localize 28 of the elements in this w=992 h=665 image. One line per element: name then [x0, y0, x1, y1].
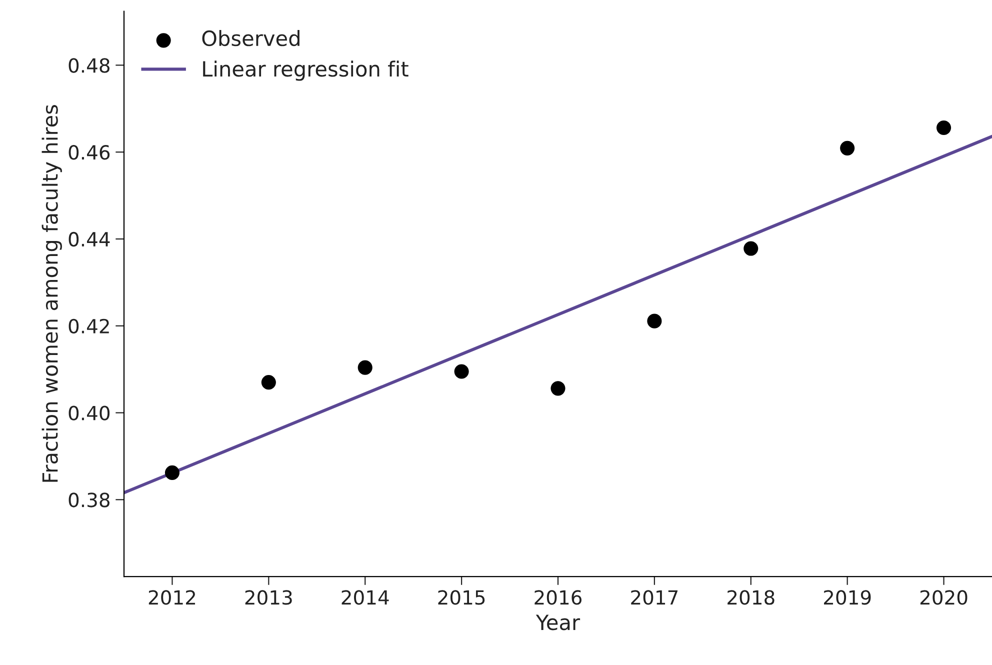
point — [647, 314, 662, 328]
x-tick-label: 2015 — [438, 590, 485, 605]
x-tick-label: 2019 — [824, 590, 871, 605]
x-tick-label: 2020 — [920, 590, 968, 605]
y-tick-label: 0.40 — [68, 406, 110, 420]
y-axis-title: Fraction women among faculty hires — [42, 105, 62, 482]
point — [261, 375, 276, 390]
x-tick-label: 2016 — [534, 590, 582, 605]
point — [744, 241, 758, 256]
x-tick-label: 2018 — [728, 590, 774, 605]
legend-label: Linear regression fit — [203, 60, 408, 81]
x-tick-label: 2013 — [245, 590, 292, 605]
point — [454, 364, 469, 379]
point — [550, 381, 566, 396]
legend-label: Observed — [202, 30, 300, 46]
y-tick-label: 0.38 — [68, 492, 110, 508]
point — [164, 465, 180, 480]
point — [936, 120, 952, 136]
y-tick-label: 0.44 — [68, 232, 110, 247]
x-tick-label: 2012 — [148, 590, 196, 605]
y-tick-label: 0.42 — [68, 318, 109, 334]
x-tick-label: 2017 — [631, 590, 678, 605]
y-tick-label: 0.46 — [68, 145, 110, 160]
y-tick-label: 0.48 — [68, 58, 110, 73]
x-axis-title: Year — [536, 614, 580, 630]
point — [840, 140, 855, 156]
x-tick-label: 2014 — [342, 590, 389, 605]
point — [358, 360, 372, 375]
